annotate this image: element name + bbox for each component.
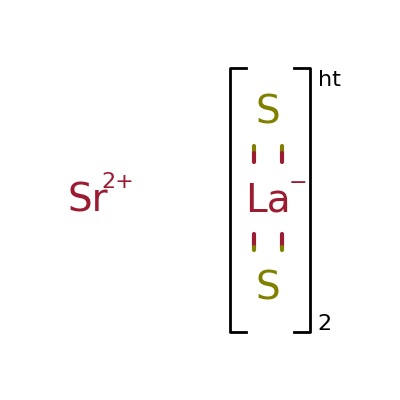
Text: 2+: 2+	[102, 172, 134, 192]
Text: S: S	[256, 93, 280, 131]
Text: Sr: Sr	[68, 181, 108, 219]
Text: La: La	[245, 181, 291, 219]
Text: 2: 2	[317, 314, 331, 334]
Text: −: −	[289, 173, 307, 193]
Text: ht: ht	[318, 70, 341, 90]
Text: S: S	[256, 269, 280, 307]
